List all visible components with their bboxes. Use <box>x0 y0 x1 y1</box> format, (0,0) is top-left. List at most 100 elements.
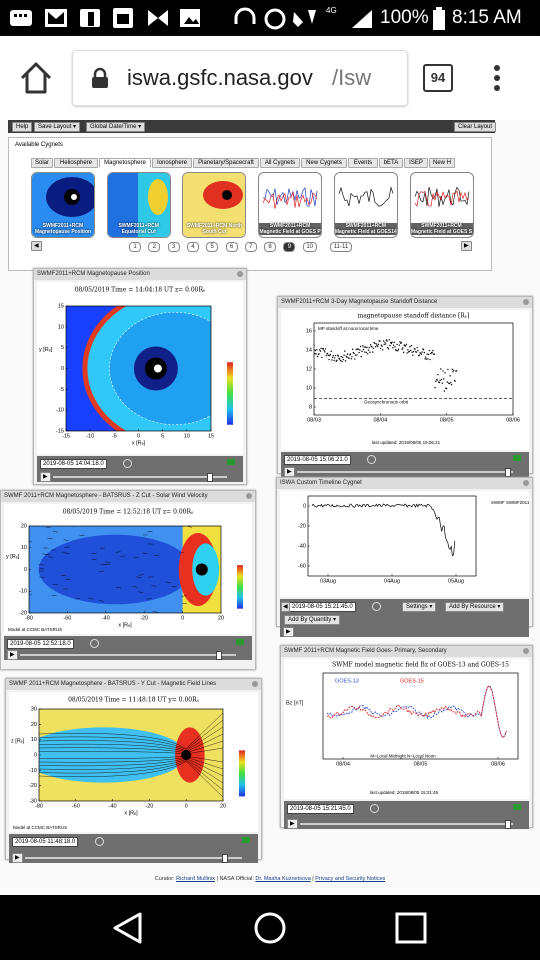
footer-link[interactable]: Richard Mullinix <box>176 876 215 882</box>
point <box>377 343 380 346</box>
cygnet-tab[interactable]: New H <box>429 158 455 168</box>
page-number[interactable]: 6 <box>225 242 238 252</box>
cygnet-tab[interactable]: New Cygnets <box>301 158 347 168</box>
window[interactable]: SWMF 2011+RCM Magnetic Field Goes- Prima… <box>280 645 533 829</box>
slider-handle[interactable] <box>216 651 222 660</box>
refresh-button[interactable] <box>367 455 376 464</box>
cygnet-tab[interactable]: ISEP <box>404 158 428 168</box>
cygnet-tab[interactable]: Events <box>348 158 378 168</box>
play-button[interactable]: ▶ <box>12 853 23 863</box>
cygnet-tab[interactable]: All Cygnets <box>260 158 300 168</box>
tab-count[interactable]: 94 <box>423 64 453 92</box>
page-number[interactable]: 9 <box>283 242 296 252</box>
home-button[interactable] <box>18 60 54 96</box>
window[interactable]: SWMF 2011+RCM Magnetosphere - BATSRUS - … <box>5 678 262 863</box>
point <box>343 354 345 356</box>
point <box>382 340 385 342</box>
page-number[interactable]: 5 <box>206 242 219 252</box>
cygnet-tab[interactable]: bETA <box>379 158 403 168</box>
page-number[interactable]: 8 <box>264 242 277 252</box>
cygnet-tab[interactable]: Ionosphere <box>152 158 192 168</box>
cygnet-thumbnail[interactable]: SWMF2011+RCM North South Cut <box>182 172 247 238</box>
slider-handle[interactable] <box>207 473 213 482</box>
toolbar-button[interactable]: Save Layout ▾ <box>34 122 81 132</box>
prev-button[interactable]: ◀ <box>281 602 290 612</box>
goes-line <box>326 685 507 739</box>
close-button[interactable] <box>252 681 258 687</box>
date-select[interactable]: 2019-08-05 12:52:18.0 <box>7 639 74 649</box>
toolbar-button[interactable]: Clear Layout <box>454 122 497 132</box>
cygnet-thumbnail[interactable]: SWMF2011+RCM Magnetic Field at GOES14 <box>333 172 398 238</box>
toolbar-button[interactable]: Global Date/Time ▾ <box>86 122 146 132</box>
recents-button[interactable] <box>395 912 427 944</box>
point <box>412 354 414 356</box>
point <box>350 358 352 360</box>
time-slider <box>53 476 227 478</box>
scroll-left[interactable]: ◀ <box>31 241 42 251</box>
date-select[interactable]: 2019-08-05 15:06:21.0 <box>284 455 351 465</box>
page-number[interactable]: 1 <box>129 242 141 252</box>
date-select[interactable]: 2019-08-05 14:04:18.0 <box>40 459 107 469</box>
point <box>337 355 340 357</box>
page-number[interactable]: 4 <box>186 242 199 252</box>
point <box>427 353 430 356</box>
slider-handle[interactable] <box>505 468 511 477</box>
home-nav-button[interactable] <box>254 912 286 944</box>
page-number[interactable]: 10 <box>302 242 317 252</box>
refresh-button[interactable] <box>372 602 381 611</box>
date-select[interactable]: 2019-08-05 11:48:18.0 <box>12 837 79 847</box>
footer-link[interactable]: Privacy and Security Notices <box>315 876 386 882</box>
battery-icon <box>433 7 445 30</box>
cygnet-thumbnail[interactable]: SWMF2011+RCM Magnetic Field at GOES P <box>258 172 323 238</box>
date-select[interactable]: 2019-08-05 15:21:45.0 <box>287 804 354 814</box>
page-number[interactable]: 7 <box>244 242 257 252</box>
vector <box>132 586 138 588</box>
toolbar-button[interactable]: Help <box>12 122 33 132</box>
window[interactable]: SWMF2011+RCM 3-Day Magnetopause Standoff… <box>277 296 533 477</box>
action-button[interactable]: Settings ▾ <box>402 602 437 612</box>
page-number[interactable]: 2 <box>148 242 161 252</box>
x-tick-label: 08/04 <box>336 761 350 767</box>
play-button[interactable]: ▶ <box>287 819 298 829</box>
cygnet-tab[interactable]: Heliosphere <box>54 158 98 168</box>
action-button[interactable]: Add By Quantity ▾ <box>284 615 341 625</box>
close-button[interactable] <box>246 493 252 499</box>
cygnet-thumbnail[interactable]: SWMF2011+RCM Magnetic Field at GOES S <box>409 172 474 238</box>
refresh-button[interactable] <box>95 837 104 846</box>
legend-entry: GOES-15 <box>400 678 424 684</box>
page-number[interactable]: 11-11 <box>330 242 352 252</box>
refresh-button[interactable] <box>90 639 99 648</box>
point <box>389 344 391 347</box>
field-line <box>39 760 223 791</box>
refresh-button[interactable] <box>123 459 132 468</box>
page-number[interactable]: 3 <box>167 242 180 252</box>
slider-handle[interactable] <box>222 854 228 863</box>
cygnet-tab[interactable]: Magnetosphere <box>99 158 151 168</box>
play-button[interactable]: ▶ <box>40 472 51 482</box>
play-button[interactable]: ▶ <box>7 650 18 660</box>
window[interactable]: SWMF2011+RCM Magnetopause Position 08/05/… <box>33 268 247 485</box>
slider-handle[interactable] <box>505 820 511 829</box>
play-button[interactable]: ▶ <box>284 467 295 477</box>
close-button[interactable] <box>523 648 529 654</box>
back-button[interactable] <box>113 912 142 944</box>
close-button[interactable] <box>237 271 243 277</box>
cygnet-thumbnail[interactable]: SWMF2011+RCM Magnetopause Position <box>31 172 95 238</box>
refresh-button[interactable] <box>370 804 379 813</box>
window[interactable]: SWMF 2011+RCM Magnetosphere - BATSRUS - … <box>0 490 256 670</box>
menu-button[interactable] <box>492 64 502 94</box>
earth <box>222 190 233 200</box>
cygnet-thumbnail[interactable]: SWMF2011+RCM Equatorial Cut <box>106 172 171 238</box>
cygnet-tab[interactable]: Planetary/Spacecraft <box>193 158 259 168</box>
cygnet-tab[interactable]: Solar <box>31 158 53 168</box>
footer-link[interactable]: Dr. Masha Kuznetsova <box>255 876 311 882</box>
action-button[interactable]: Add By Resource ▾ <box>445 602 505 612</box>
url-box[interactable]: iswa.gsfc.nasa.gov /Isw <box>72 50 408 106</box>
window[interactable]: ISWA Custom Timeline Cygnet 0 -20 -40 -60 03A… <box>276 477 533 637</box>
close-button[interactable] <box>523 480 529 486</box>
date-select[interactable]: 2019-08-05 15:21:45.0 <box>289 602 356 612</box>
close-button[interactable] <box>523 299 529 305</box>
scroll-right[interactable]: ▶ <box>461 241 472 251</box>
plot-note: Model at CCMC BATSRUS <box>13 825 67 830</box>
play-button[interactable]: ▶ <box>283 627 294 637</box>
